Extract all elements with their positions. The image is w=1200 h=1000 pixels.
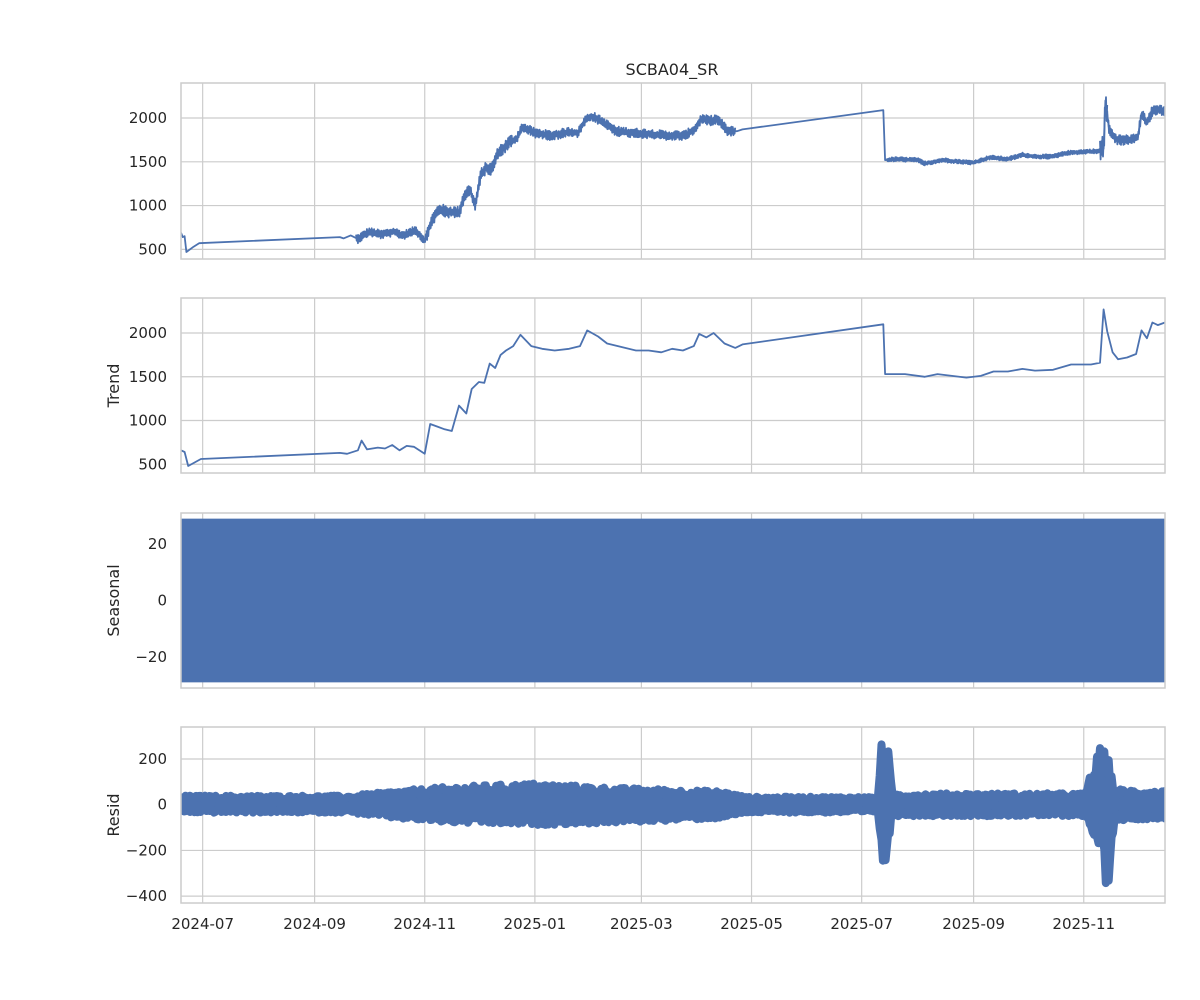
observed-noise [425,134,514,241]
panel-observed: 500 1000 1500 2000 [129,82,1166,260]
plot-area-resid [181,740,1165,888]
x-tick-label: 2024-11 [393,915,456,933]
panel-resid: −400 −200 0 200 Resid [104,726,1166,905]
plot-area-seasonal [181,518,1165,683]
axes-frame [180,82,1166,260]
x-tick-label: 2024-07 [171,915,234,933]
axes-frame [180,297,1166,474]
x-tick-label: 2025-09 [942,915,1005,933]
y-tick-label: 500 [138,240,167,258]
x-tick-label: 2025-11 [1052,915,1115,933]
y-tick-label: −400 [126,887,167,905]
observed-line [181,99,1165,253]
chart-title: SCBA04_SR [626,60,719,80]
trend-line [181,308,1165,467]
axes-frame [180,726,1166,904]
y-axis-label: Seasonal [104,564,123,636]
observed-noise [512,112,737,144]
axes-frame [180,512,1166,689]
y-axis-label: Trend [104,364,123,409]
y-tick-label: 1500 [129,153,167,171]
y-tick-label: 20 [148,535,167,553]
x-tick-label: 2025-03 [610,915,673,933]
x-tick-label: 2025-05 [720,915,783,933]
plot-area-observed [181,96,1165,253]
y-tick-label: 0 [157,796,167,814]
y-tick-label: −200 [126,841,167,859]
seasonal-band [181,518,1165,683]
y-tick-label: 500 [138,455,167,473]
y-axis-label: Resid [104,793,123,836]
y-tick-label: 1000 [129,197,167,215]
panel-trend: 500 1000 1500 2000 Trend [104,297,1166,474]
y-tick-label: −20 [135,648,167,666]
x-tick-label: 2025-07 [830,915,893,933]
y-tick-label: 1000 [129,412,167,430]
observed-noise [1106,104,1165,146]
y-tick-label: 0 [157,592,167,610]
y-tick-label: 2000 [129,109,167,127]
y-tick-label: 2000 [129,324,167,342]
panel-seasonal: −20 0 20 Seasonal [104,512,1166,689]
x-tick-label: 2025-01 [504,915,567,933]
y-tick-label: 1500 [129,368,167,386]
resid-markers [181,740,1165,888]
y-tick-label: 200 [138,750,167,768]
x-tick-label: 2024-09 [283,915,346,933]
plot-area-trend [181,308,1165,467]
